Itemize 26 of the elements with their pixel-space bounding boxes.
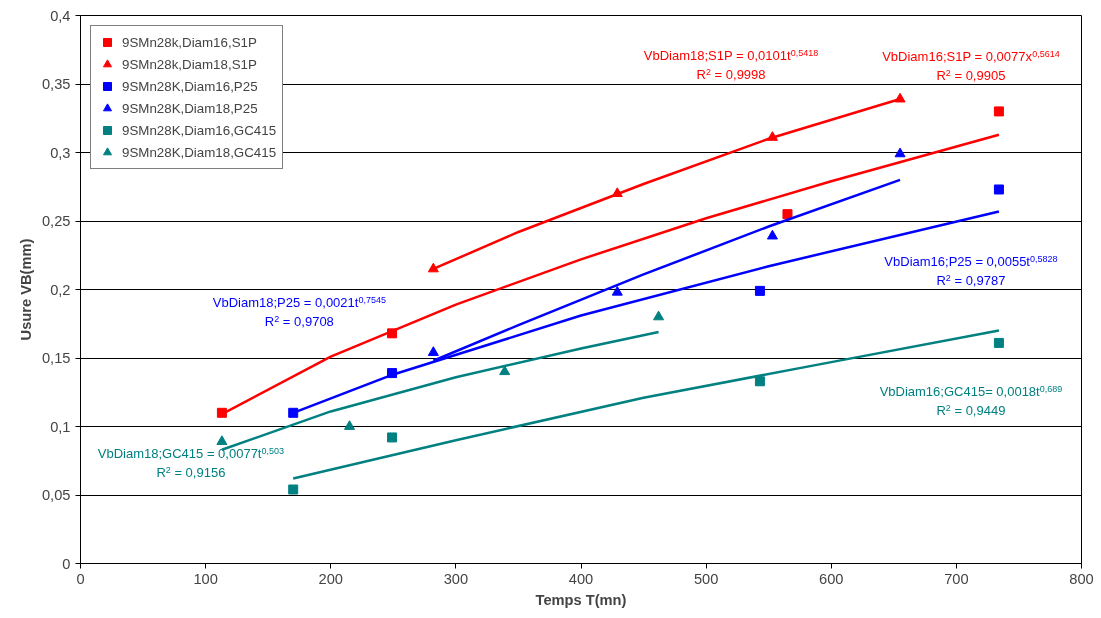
x-tick-label: 500 — [693, 570, 719, 587]
y-tick-label: 0,15 — [41, 350, 71, 366]
x-tick-label: 100 — [193, 570, 218, 587]
legend-label: 9SMn28K,Diam18,P25 — [122, 100, 258, 116]
x-tick-label: 200 — [318, 570, 343, 587]
y-tick-label: 0,05 — [41, 487, 71, 503]
legend-label: 9SMn28K,Diam18,GC415 — [122, 144, 277, 160]
y-tick-label: 0,25 — [41, 213, 71, 229]
x-tick-label: 300 — [443, 570, 469, 587]
y-tick-label: 0,3 — [50, 144, 71, 161]
legend-label: 9SMn28k,Diam18,S1P — [122, 56, 257, 72]
x-tick-label: 0 — [76, 570, 85, 587]
x-axis-title: Temps T(mn) — [535, 591, 627, 608]
x-tick-label: 400 — [568, 570, 594, 587]
y-tick-label: 0,4 — [50, 7, 71, 24]
x-tick-label: 700 — [944, 570, 969, 587]
y-tick-label: 0 — [62, 555, 71, 572]
x-tick-label: 800 — [1069, 570, 1094, 587]
y-tick-label: 0,1 — [50, 418, 71, 435]
y-tick-label: 0,2 — [50, 281, 71, 298]
legend-label: 9SMn28k,Diam16,S1P — [122, 34, 257, 50]
legend-label: 9SMn28K,Diam16,P25 — [122, 78, 258, 94]
y-tick-label: 0,35 — [41, 76, 71, 92]
y-axis-title: Usure VB(mm) — [17, 238, 34, 341]
x-tick-label: 600 — [819, 570, 844, 587]
legend-label: 9SMn28K,Diam16,GC415 — [122, 122, 277, 138]
